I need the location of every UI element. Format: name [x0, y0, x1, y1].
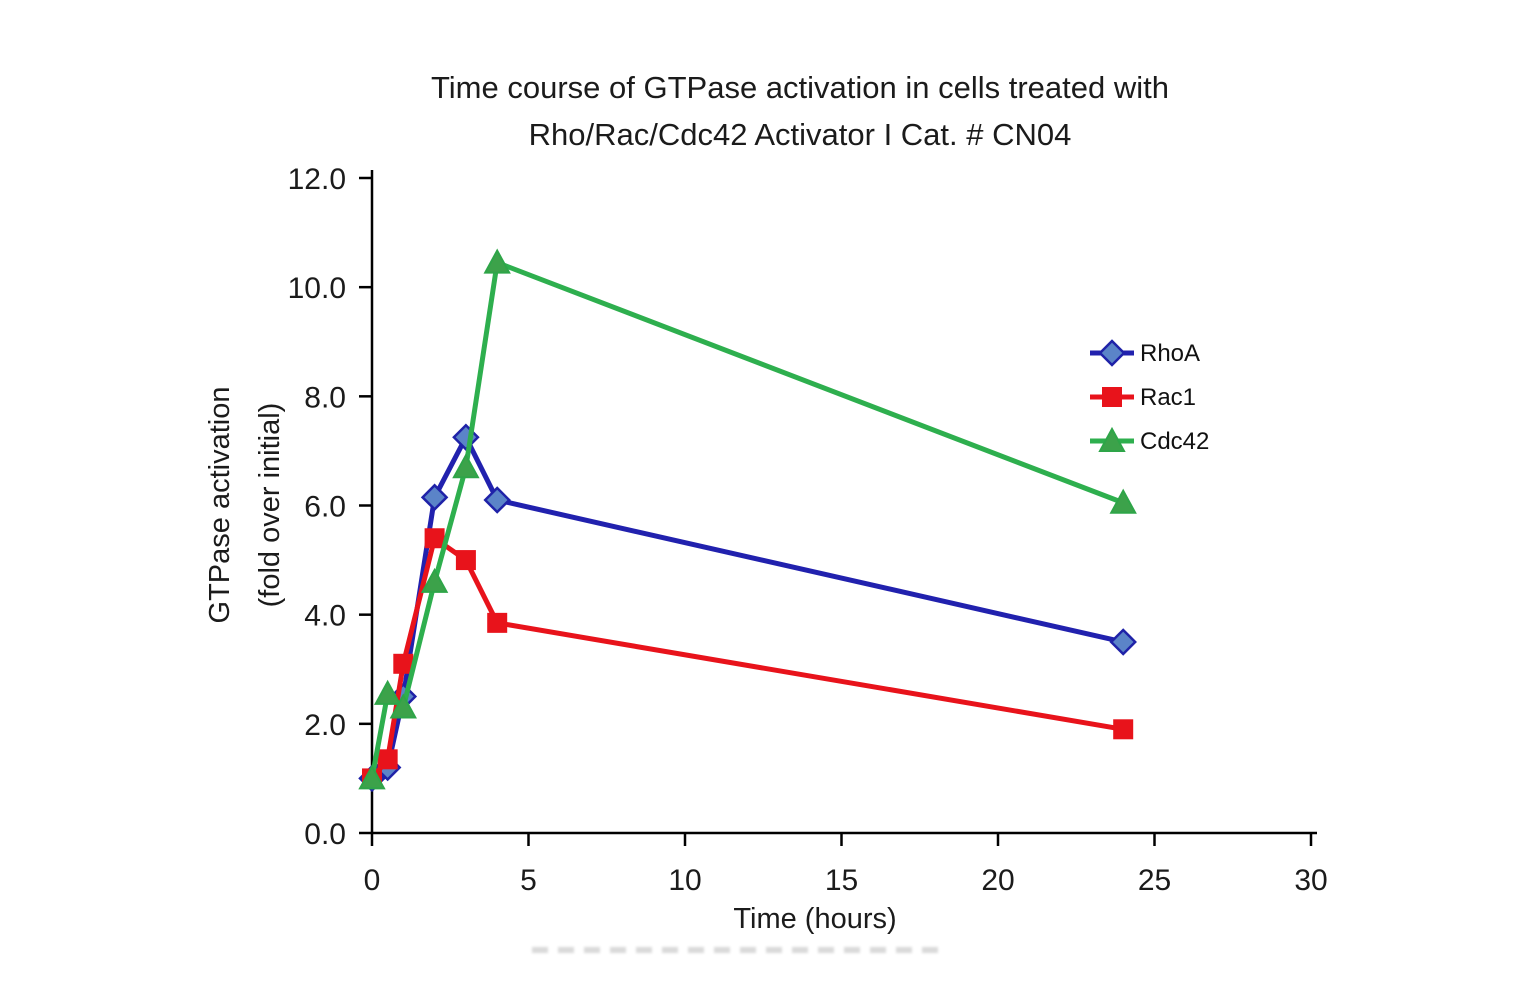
x-tick-label: 25 [1138, 864, 1171, 897]
marker-triangle-Cdc42 [420, 567, 449, 593]
legend-label-Cdc42: Cdc42 [1140, 428, 1209, 455]
marker-square-Rac1 [424, 528, 445, 549]
legend-label-Rac1: Rac1 [1140, 384, 1196, 411]
marker-diamond-RhoA [420, 483, 449, 512]
marker-diamond-RhoA [483, 486, 511, 514]
marker-square-Rac1 [455, 550, 476, 571]
marker-triangle-Cdc42 [483, 248, 511, 274]
cropped-text-artifact [532, 947, 942, 953]
series-line-RhoA [370, 434, 1124, 781]
x-tick-label: 15 [825, 864, 858, 897]
marker-triangle-Cdc42 [1109, 488, 1137, 514]
marker-square-Rac1 [487, 612, 508, 633]
x-tick-label: 5 [520, 864, 537, 897]
marker-square-Rac1 [393, 653, 414, 674]
y-tick-label: 12.0 [288, 163, 346, 196]
x-tick-label: 20 [981, 864, 1014, 897]
marker-square-Rac1 [377, 749, 398, 770]
series-line-Cdc42 [369, 260, 1125, 779]
y-tick-label: 10.0 [288, 272, 346, 305]
marker-triangle-Cdc42 [452, 453, 480, 479]
x-tick-label: 0 [364, 864, 381, 897]
marker-square-Rac1 [1113, 719, 1134, 740]
marker-triangle-Cdc42 [389, 693, 417, 719]
y-tick-label: 8.0 [304, 381, 346, 414]
marker-triangle-Cdc42 [358, 764, 386, 790]
marker-triangle-Cdc42 [1098, 426, 1126, 452]
chart-title: Time course of GTPase activation in cell… [300, 64, 1300, 158]
chart-title-line2: Rho/Rac/Cdc42 Activator I Cat. # CN04 [528, 117, 1072, 152]
marker-diamond-RhoA [1098, 339, 1126, 367]
y-tick-label: 0.0 [304, 818, 346, 851]
marker-square-Rac1 [1102, 387, 1122, 407]
marker-diamond-RhoA [1109, 628, 1137, 656]
x-tick-label: 10 [668, 864, 701, 897]
marker-triangle-Cdc42 [373, 679, 402, 705]
legend-label-RhoA: RhoA [1140, 340, 1200, 367]
series-line-Rac1 [370, 535, 1124, 781]
x-axis-title: Time (hours) [733, 903, 897, 935]
y-tick-label: 2.0 [304, 709, 346, 742]
y-tick-label: 6.0 [304, 491, 346, 524]
y-tick-label: 4.0 [304, 600, 346, 633]
chart-title-line1: Time course of GTPase activation in cell… [431, 70, 1169, 105]
x-tick-label: 30 [1294, 864, 1327, 897]
